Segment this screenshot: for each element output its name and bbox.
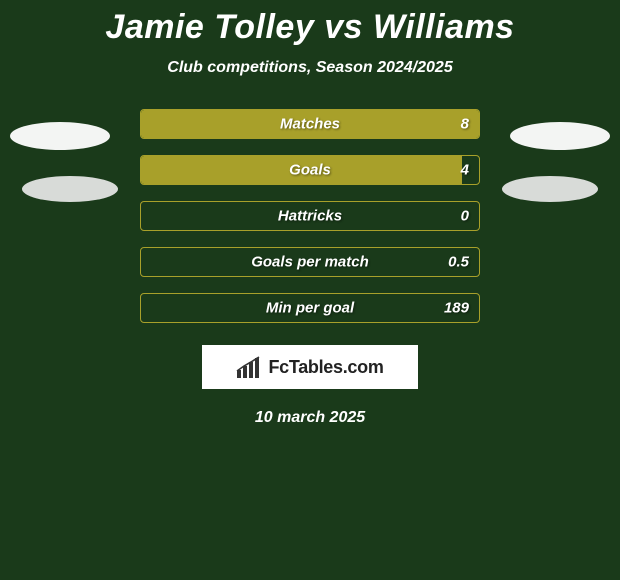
bar-chart-trend-icon xyxy=(236,356,262,378)
stat-bar: Min per goal 189 xyxy=(140,293,480,323)
stat-bar: Matches 8 xyxy=(140,109,480,139)
player-right-placeholder-2 xyxy=(502,176,598,202)
player-right-placeholder-1 xyxy=(510,122,610,150)
branding-text: FcTables.com xyxy=(268,357,383,378)
page-title: Jamie Tolley vs Williams xyxy=(0,8,620,47)
stat-bar-value-right: 8 xyxy=(461,116,469,133)
stat-bar-label: Hattricks xyxy=(278,208,342,225)
page-subtitle: Club competitions, Season 2024/2025 xyxy=(0,59,620,77)
stat-bar-label: Matches xyxy=(280,116,340,133)
player-left-placeholder-1 xyxy=(10,122,110,150)
stat-bar-value-right: 4 xyxy=(461,162,469,179)
comparison-widget: Jamie Tolley vs Williams Club competitio… xyxy=(0,0,620,427)
stat-bar-label: Min per goal xyxy=(266,300,354,317)
stat-bar-value-right: 189 xyxy=(444,300,469,317)
stat-bar-value-right: 0.5 xyxy=(448,254,469,271)
stat-bar: Hattricks 0 xyxy=(140,201,480,231)
stat-bar-label: Goals xyxy=(289,162,331,179)
branding-box[interactable]: FcTables.com xyxy=(202,345,418,389)
player-left-placeholder-2 xyxy=(22,176,118,202)
stat-bar: Goals per match 0.5 xyxy=(140,247,480,277)
stat-bar-value-right: 0 xyxy=(461,208,469,225)
footer-date: 10 march 2025 xyxy=(0,409,620,427)
stat-bar: Goals 4 xyxy=(140,155,480,185)
stat-bar-label: Goals per match xyxy=(251,254,369,271)
comparison-chart: Matches 8 Goals 4 Hattricks 0 Goals per match 0… xyxy=(140,109,480,323)
